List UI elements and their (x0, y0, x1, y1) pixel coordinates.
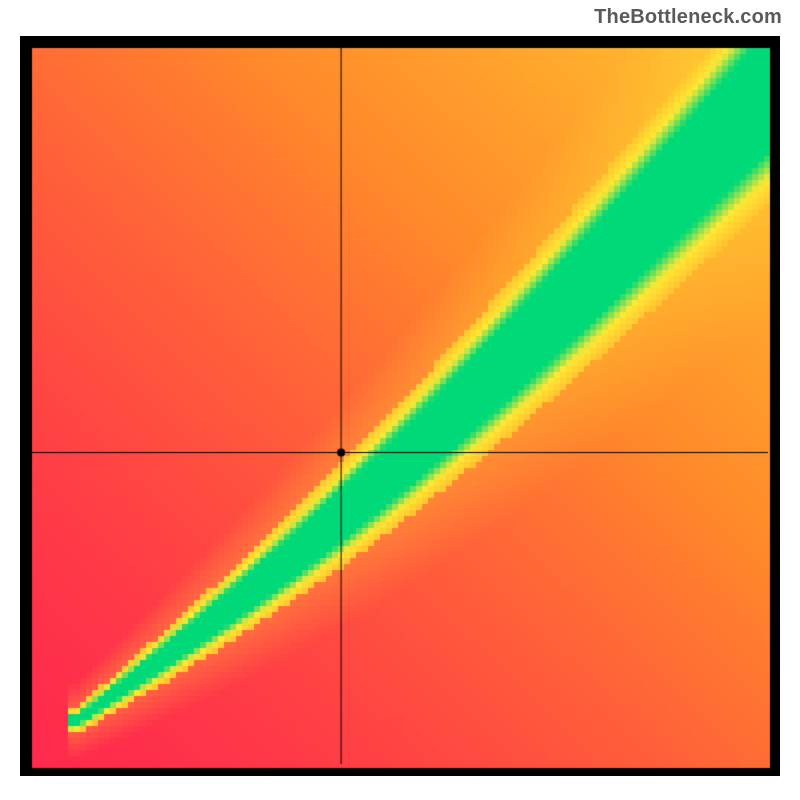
heatmap-canvas (20, 36, 780, 776)
chart-container: TheBottleneck.com (0, 0, 800, 800)
plot-area (20, 36, 780, 776)
watermark-text: TheBottleneck.com (594, 6, 782, 29)
